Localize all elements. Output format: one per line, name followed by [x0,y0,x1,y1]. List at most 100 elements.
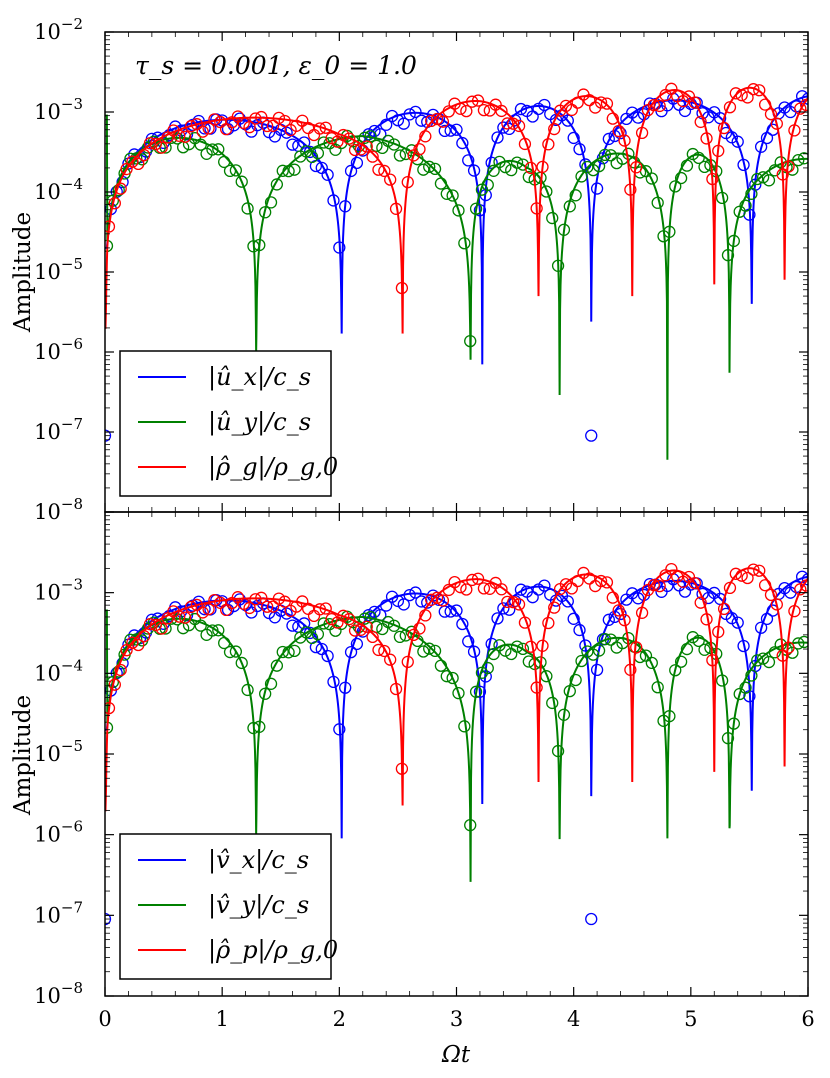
series-marker-2 [143,618,157,631]
series-marker-1 [370,139,383,152]
xtick-label: 5 [684,1007,697,1031]
series-marker-2 [114,182,127,195]
series-marker-1 [487,164,500,177]
series-marker-2 [530,202,543,215]
series-marker-2 [266,119,280,132]
series-marker-1 [264,196,278,209]
series-marker-0 [573,623,586,637]
series-marker-1 [721,732,735,745]
series-marker-0 [585,429,598,442]
series-marker-2 [501,117,514,130]
series-marker-2 [155,622,168,635]
series-marker-1 [692,634,705,648]
series-marker-2 [243,121,256,134]
series-marker-2 [466,573,479,587]
ytick-label: 10−3 [34,576,83,605]
series-marker-2 [530,681,543,694]
series-marker-2 [137,630,151,643]
series-marker-1 [669,664,682,677]
series-marker-2 [255,591,268,604]
series-marker-1 [674,171,688,185]
series-marker-2 [723,101,737,114]
series-marker-1 [505,163,518,177]
series-marker-2 [612,604,625,617]
series-marker-1 [259,206,272,219]
series-marker-2 [184,600,198,614]
series-marker-0 [456,617,469,631]
series-marker-2 [735,89,748,102]
series-marker-2 [436,594,450,607]
series-marker-2 [782,160,795,173]
series-marker-2 [665,82,678,95]
series-marker-2 [729,87,742,100]
series-marker-1 [481,661,494,675]
series-marker-0 [333,723,346,736]
series-marker-1 [581,160,594,174]
series-marker-0 [567,612,580,625]
series-marker-2 [137,148,151,162]
series-marker-0 [286,619,299,632]
top-legend-label-ux: |û_x|/c_s [208,363,311,392]
xtick-label: 2 [333,1007,346,1031]
series-marker-2 [343,132,356,145]
series-marker-1 [727,234,740,248]
series-marker-2 [360,620,373,633]
series-marker-2 [606,112,619,125]
series-marker-2 [378,644,391,658]
series-marker-1 [663,225,676,238]
series-marker-2 [120,644,133,657]
series-marker-1 [452,687,465,700]
series-marker-2 [319,121,332,134]
series-marker-2 [313,603,327,616]
series-marker-2 [706,172,719,186]
bottom-legend-label-vy: |v̂_y|/c_s [208,891,309,920]
series-marker-0 [450,604,463,617]
series-marker-2 [413,622,426,635]
series-marker-1 [663,710,676,723]
series-marker-0 [380,599,393,612]
series-marker-1 [194,138,207,151]
series-marker-2 [395,281,409,295]
series-marker-2 [372,163,385,176]
series-marker-1 [417,163,430,176]
series-marker-1 [358,131,371,144]
series-marker-0 [462,635,475,648]
series-marker-0 [403,588,416,602]
series-marker-2 [149,137,163,151]
series-marker-0 [105,912,112,926]
series-marker-1 [387,619,401,632]
top-legend-label-rhog: |ρ̂_g|/ρ_g,0 [208,453,338,482]
series-marker-0 [163,128,176,142]
series-marker-0 [561,595,574,608]
series-marker-2 [788,124,801,137]
series-marker-2 [583,572,596,585]
series-marker-0 [473,685,487,698]
xtick-label: 6 [801,1007,814,1031]
series-marker-1 [458,720,471,733]
series-marker-2 [536,639,549,652]
ytick-label: 10−3 [34,95,83,124]
series-marker-1 [563,684,576,698]
series-marker-2 [635,126,649,140]
series-marker-0 [362,128,375,141]
series-marker-1 [194,619,207,632]
series-marker-1 [218,636,231,650]
series-marker-1 [235,175,248,188]
series-marker-2 [507,595,520,609]
series-marker-2 [548,122,561,136]
series-marker-2 [278,595,291,608]
series-marker-1 [575,170,588,183]
series-marker-0 [163,609,176,623]
series-marker-1 [288,163,301,176]
series-marker-2 [495,104,508,118]
series-marker-2 [442,105,455,118]
series-marker-2 [149,618,163,632]
series-marker-1 [669,180,682,193]
ytick-label: 10−5 [34,737,83,766]
series-marker-0 [602,613,615,626]
series-marker-0 [350,637,364,651]
series-marker-1 [698,643,711,656]
series-marker-2 [460,104,473,118]
series-marker-0 [350,156,364,169]
series-marker-0 [444,605,457,618]
